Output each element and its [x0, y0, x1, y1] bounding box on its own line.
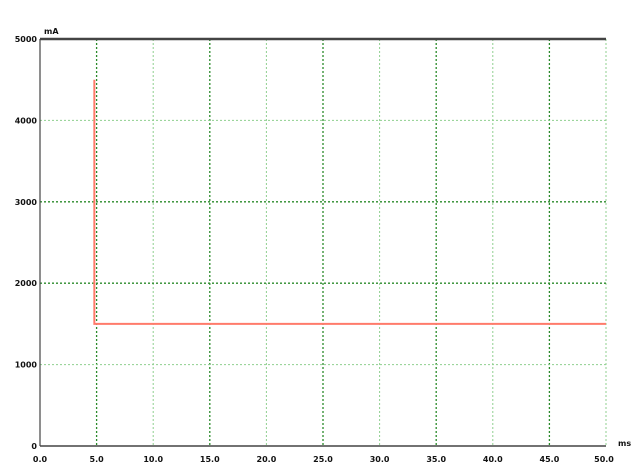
x-tick-label-20: 20.0 [257, 455, 277, 464]
x-tick-label-0: 0.0 [33, 455, 48, 464]
series-line-0 [93, 79, 606, 325]
chart-frame [39, 37, 606, 447]
grid [40, 39, 607, 446]
series-layer [93, 79, 606, 325]
x-tick-label-10: 10.0 [143, 455, 163, 464]
x-tick-label-50: 50.0 [594, 455, 614, 464]
y-tick-label-1000: 1000 [15, 361, 38, 370]
y-tick-label-0: 0 [31, 442, 37, 451]
y-tick-label-2000: 2000 [15, 279, 38, 288]
y-tick-label-5000: 5000 [15, 35, 38, 44]
x-axis-unit: ms [618, 439, 631, 448]
y-tick-labels: 0 1000 2000 3000 4000 5000 [15, 35, 38, 451]
x-tick-label-15: 15.0 [200, 455, 220, 464]
y-tick-label-4000: 4000 [15, 116, 38, 125]
x-tick-label-35: 35.0 [426, 455, 446, 464]
x-tick-label-40: 40.0 [483, 455, 503, 464]
x-tick-label-30: 30.0 [370, 455, 390, 464]
x-tick-label-45: 45.0 [540, 455, 560, 464]
y-tick-label-3000: 3000 [15, 198, 38, 207]
y-axis-unit: mA [44, 27, 59, 36]
x-tick-label-25: 25.0 [313, 455, 333, 464]
x-tick-labels: 0.0 5.0 10.0 15.0 20.0 25.0 30.0 35.0 40.0 45.0 50… [33, 455, 614, 464]
x-tick-label-5: 5.0 [90, 455, 105, 464]
